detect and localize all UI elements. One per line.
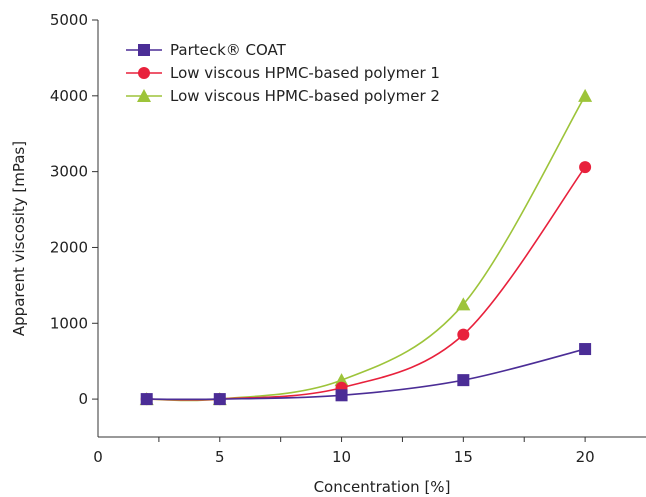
series-0 bbox=[140, 343, 592, 406]
series-layer bbox=[139, 88, 593, 406]
legend-marker bbox=[137, 89, 151, 102]
x-tick-label: 20 bbox=[576, 448, 595, 466]
data-point bbox=[457, 328, 470, 341]
data-point bbox=[140, 393, 153, 406]
legend: Parteck® COAT Low viscous HPMC-based poly… bbox=[126, 41, 440, 105]
data-point bbox=[456, 297, 471, 311]
series-line bbox=[146, 95, 586, 402]
axes: 0 1000 2000 3000 4000 5000 0 5 10 15 20 bbox=[50, 11, 646, 466]
y-axis-title: Apparent viscosity [mPas] bbox=[10, 141, 28, 336]
x-tick-label: 0 bbox=[93, 448, 103, 466]
x-tick-label: 5 bbox=[215, 448, 225, 466]
legend-marker bbox=[138, 44, 150, 56]
series-1 bbox=[140, 161, 592, 406]
data-point bbox=[457, 374, 470, 387]
data-point bbox=[579, 161, 592, 174]
x-tick-label: 10 bbox=[332, 448, 351, 466]
data-point bbox=[213, 393, 226, 406]
x-tick-label: 15 bbox=[454, 448, 473, 466]
y-tick-label: 4000 bbox=[50, 87, 88, 105]
legend-marker bbox=[138, 67, 150, 79]
y-tick-label: 5000 bbox=[50, 11, 88, 29]
legend-entry: Low viscous HPMC-based polymer 2 bbox=[126, 87, 440, 105]
legend-entry: Low viscous HPMC-based polymer 1 bbox=[126, 64, 440, 82]
legend-label: Parteck® COAT bbox=[170, 41, 287, 59]
data-point bbox=[335, 389, 348, 402]
series-line bbox=[146, 166, 586, 401]
series-line bbox=[146, 348, 586, 401]
series-2 bbox=[139, 88, 593, 406]
y-tick-label: 1000 bbox=[50, 314, 88, 332]
legend-label: Low viscous HPMC-based polymer 1 bbox=[170, 64, 440, 82]
legend-label: Low viscous HPMC-based polymer 2 bbox=[170, 87, 440, 105]
y-tick-label: 3000 bbox=[50, 163, 88, 181]
x-axis-title: Concentration [%] bbox=[314, 478, 451, 496]
legend-entry: Parteck® COAT bbox=[126, 41, 287, 59]
y-tick-label: 0 bbox=[78, 390, 88, 408]
y-tick-label: 2000 bbox=[50, 238, 88, 256]
data-point bbox=[579, 343, 592, 356]
data-point bbox=[578, 88, 593, 102]
